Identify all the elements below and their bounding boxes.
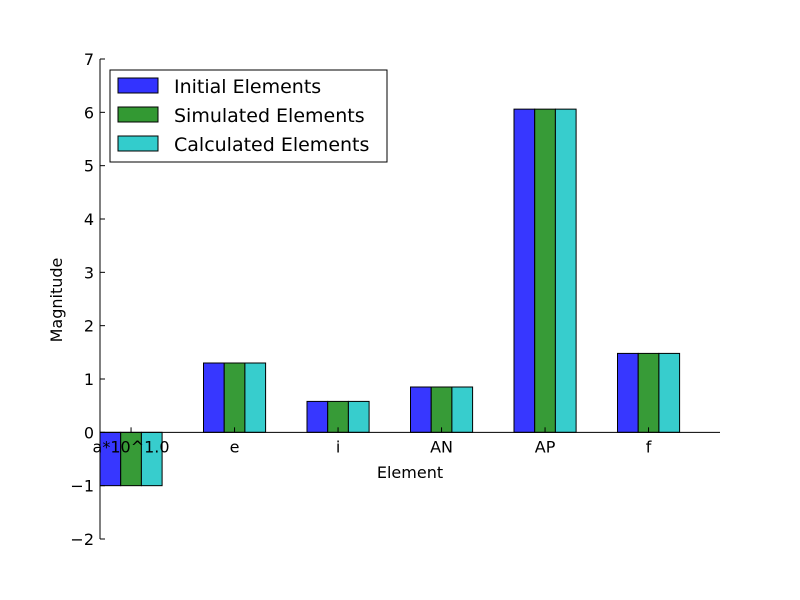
legend-label: Simulated Elements xyxy=(174,105,365,127)
bar-f-series-2 xyxy=(658,352,681,433)
x-tick-label: i xyxy=(336,437,340,456)
legend-label: Initial Elements xyxy=(174,76,321,98)
ticks-layer: −2 −1 0 1 2 3 4 5 6 7 a*10^1.0 e i AN AP f xyxy=(70,50,651,549)
y-tick-label: 7 xyxy=(84,50,94,69)
legend-swatch xyxy=(117,77,159,94)
bar-AP-series-1 xyxy=(534,108,556,433)
legend-swatch xyxy=(117,135,159,152)
axes-layer xyxy=(99,59,720,539)
bar-AP-series-2 xyxy=(554,108,577,433)
y-tick-label: 6 xyxy=(84,103,94,122)
bar-f-series-1 xyxy=(637,352,660,433)
bar-f-series-0 xyxy=(617,352,639,433)
x-tick-label: AN xyxy=(430,437,453,456)
bar-AP-series-0 xyxy=(513,108,536,433)
x-axis-title: Element xyxy=(377,463,443,482)
bar-e-series-2 xyxy=(244,362,267,433)
x-tick-label: e xyxy=(230,437,240,456)
y-tick-label: −2 xyxy=(70,530,94,549)
legend: Initial Elements Simulated Elements Calcul… xyxy=(109,69,388,163)
bar-AN-series-2 xyxy=(451,386,474,433)
bar-e-series-0 xyxy=(203,362,225,433)
bar-i-series-0 xyxy=(306,400,329,433)
bar-i-series-2 xyxy=(347,400,370,433)
y-tick-label: 1 xyxy=(84,370,94,389)
y-tick-label: −1 xyxy=(70,477,94,496)
bar-AN-series-0 xyxy=(410,386,432,433)
legend-swatch xyxy=(117,106,159,123)
y-tick-label: 3 xyxy=(84,263,94,282)
legend-label: Calculated Elements xyxy=(174,134,369,156)
x-tick-label: f xyxy=(646,437,652,456)
x-tick-label: a*10^1.0 xyxy=(93,437,170,456)
y-tick-label: 2 xyxy=(84,317,94,336)
y-axis-title: Magnitude xyxy=(47,258,66,343)
y-tick-label: 4 xyxy=(84,210,94,229)
bar-e-series-1 xyxy=(223,362,246,433)
y-tick-label: 5 xyxy=(84,157,94,176)
bar-AN-series-1 xyxy=(430,386,453,433)
x-tick-label: AP xyxy=(535,437,556,456)
y-tick-label: 0 xyxy=(84,423,94,442)
bars-layer xyxy=(99,108,681,487)
